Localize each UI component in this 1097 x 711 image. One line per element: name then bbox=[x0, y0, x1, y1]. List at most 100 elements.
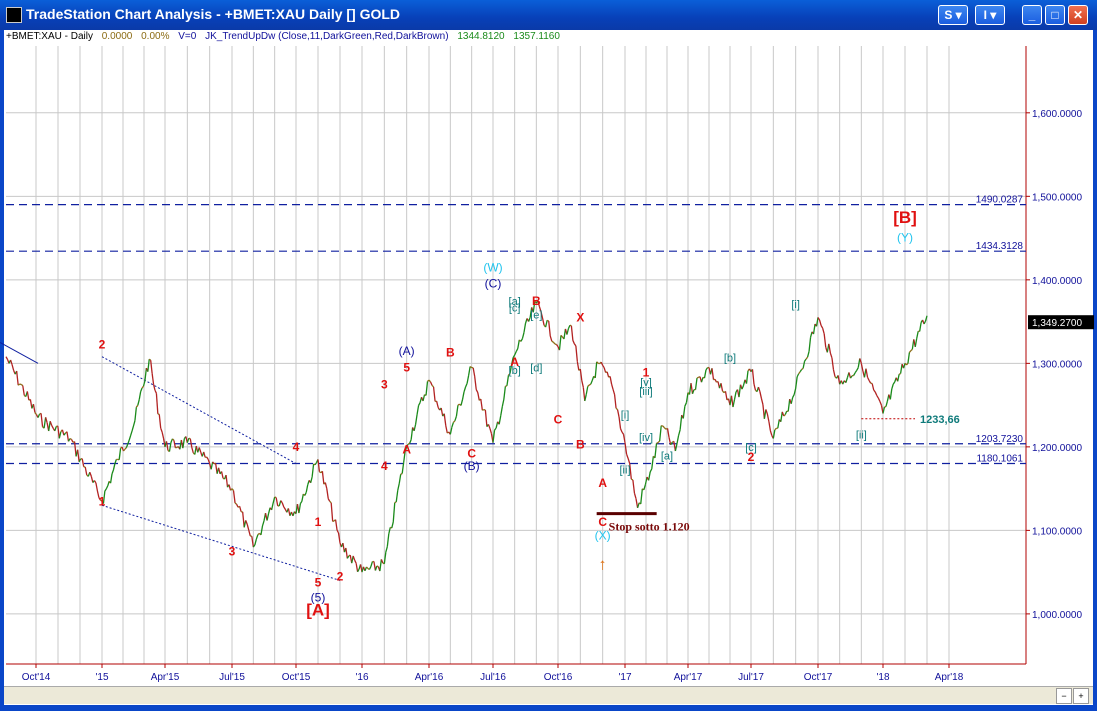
horizontal-scrollbar[interactable]: − + bbox=[4, 686, 1093, 704]
wave-label: [c] bbox=[745, 442, 757, 454]
price-segment bbox=[406, 443, 409, 448]
y-tick-label: 1,000.0000 bbox=[1032, 610, 1082, 621]
price-segment bbox=[445, 425, 448, 434]
price-segment bbox=[548, 321, 551, 336]
price-segment bbox=[212, 461, 215, 465]
price-segment bbox=[520, 338, 523, 342]
price-segment bbox=[186, 438, 190, 443]
price-segment bbox=[632, 479, 636, 494]
price-segment bbox=[105, 485, 109, 490]
wave-label: [b] bbox=[724, 353, 736, 365]
wave-label: C bbox=[554, 412, 563, 426]
price-segment bbox=[206, 456, 209, 460]
price-segment bbox=[541, 317, 545, 326]
price-segment bbox=[690, 383, 694, 394]
indicator-value-2: 1357.1160 bbox=[513, 31, 560, 42]
price-segment bbox=[78, 458, 82, 463]
insert-menu-button[interactable]: I ▾ bbox=[975, 5, 1005, 25]
price-segment bbox=[61, 429, 65, 436]
price-segment bbox=[856, 367, 859, 371]
price-segment bbox=[400, 472, 403, 475]
price-segment bbox=[802, 361, 806, 369]
level-label: 1180.1061 bbox=[976, 453, 1023, 464]
level-label: 1434.3128 bbox=[976, 241, 1024, 252]
price-segment bbox=[34, 412, 37, 415]
zoom-out-button[interactable]: − bbox=[1056, 688, 1072, 704]
price-segment bbox=[494, 427, 497, 431]
y-tick-label: 1,600.0000 bbox=[1032, 109, 1082, 120]
price-segment bbox=[337, 532, 341, 543]
y-tick-label: 1,500.0000 bbox=[1032, 192, 1082, 203]
price-segment bbox=[111, 469, 115, 475]
price-segment bbox=[243, 520, 247, 528]
price-segment bbox=[352, 555, 356, 561]
price-segment bbox=[801, 367, 804, 371]
price-segment bbox=[613, 394, 617, 409]
window-title: TradeStation Chart Analysis - +BMET:XAU … bbox=[26, 6, 401, 22]
price-segment bbox=[720, 383, 724, 392]
price-segment bbox=[246, 524, 250, 531]
pct-value: 0.00% bbox=[141, 31, 170, 42]
price-segment bbox=[278, 500, 282, 507]
price-segment bbox=[355, 563, 359, 572]
price-segment bbox=[907, 352, 911, 364]
price-segment bbox=[329, 500, 332, 504]
price-segment bbox=[874, 391, 878, 396]
x-tick-label: Jul'15 bbox=[219, 672, 245, 683]
price-segment bbox=[651, 456, 654, 469]
price-segment bbox=[281, 502, 285, 508]
price-segment bbox=[487, 424, 491, 429]
price-segment bbox=[902, 363, 906, 369]
price-segment bbox=[160, 427, 163, 433]
price-segment bbox=[29, 399, 33, 409]
styles-menu-button[interactable]: S ▾ bbox=[938, 5, 968, 25]
price-segment bbox=[460, 399, 464, 406]
price-segment bbox=[422, 394, 426, 402]
price-segment bbox=[248, 529, 251, 537]
price-segment bbox=[587, 384, 590, 387]
price-segment bbox=[828, 343, 832, 354]
close-button[interactable]: ✕ bbox=[1068, 5, 1088, 25]
volume-value: V=0 bbox=[178, 31, 197, 42]
price-segment bbox=[327, 498, 331, 502]
price-segment bbox=[266, 513, 270, 521]
price-segment bbox=[696, 376, 699, 379]
price-segment bbox=[831, 357, 835, 370]
price-segment bbox=[191, 447, 194, 454]
price-segment bbox=[414, 414, 418, 425]
price-segment bbox=[435, 400, 439, 408]
price-segment bbox=[49, 421, 53, 426]
price-segment bbox=[560, 334, 563, 338]
price-segment bbox=[783, 414, 786, 417]
chart-area[interactable] bbox=[4, 30, 1093, 705]
upper-wedge-line bbox=[101, 356, 297, 465]
price-segment bbox=[798, 371, 801, 375]
price-segment bbox=[152, 384, 156, 391]
price-segment bbox=[255, 534, 259, 540]
price-segment bbox=[76, 449, 80, 462]
price-segment bbox=[304, 492, 307, 496]
price-segment bbox=[90, 476, 94, 483]
maximize-button[interactable]: □ bbox=[1045, 5, 1065, 25]
price-segment bbox=[376, 565, 379, 568]
price-segment bbox=[527, 317, 531, 322]
zoom-in-button[interactable]: + bbox=[1073, 688, 1089, 704]
x-tick-label: Apr'18 bbox=[935, 672, 964, 683]
price-segment bbox=[310, 476, 313, 483]
price-segment bbox=[93, 480, 97, 484]
price-segment bbox=[171, 438, 175, 441]
price-segment bbox=[662, 425, 665, 429]
price-segment bbox=[225, 474, 229, 488]
price-segment bbox=[724, 391, 728, 401]
lower-wedge-line bbox=[101, 504, 341, 581]
minimize-button[interactable]: _ bbox=[1022, 5, 1042, 25]
price-segment bbox=[404, 446, 408, 452]
price-segment bbox=[832, 369, 836, 377]
price-segment bbox=[523, 323, 527, 333]
price-segment bbox=[95, 482, 99, 492]
price-segment bbox=[96, 490, 100, 498]
price-segment bbox=[182, 438, 185, 449]
price-segment bbox=[141, 385, 145, 389]
wave-label: [i] bbox=[621, 409, 630, 421]
